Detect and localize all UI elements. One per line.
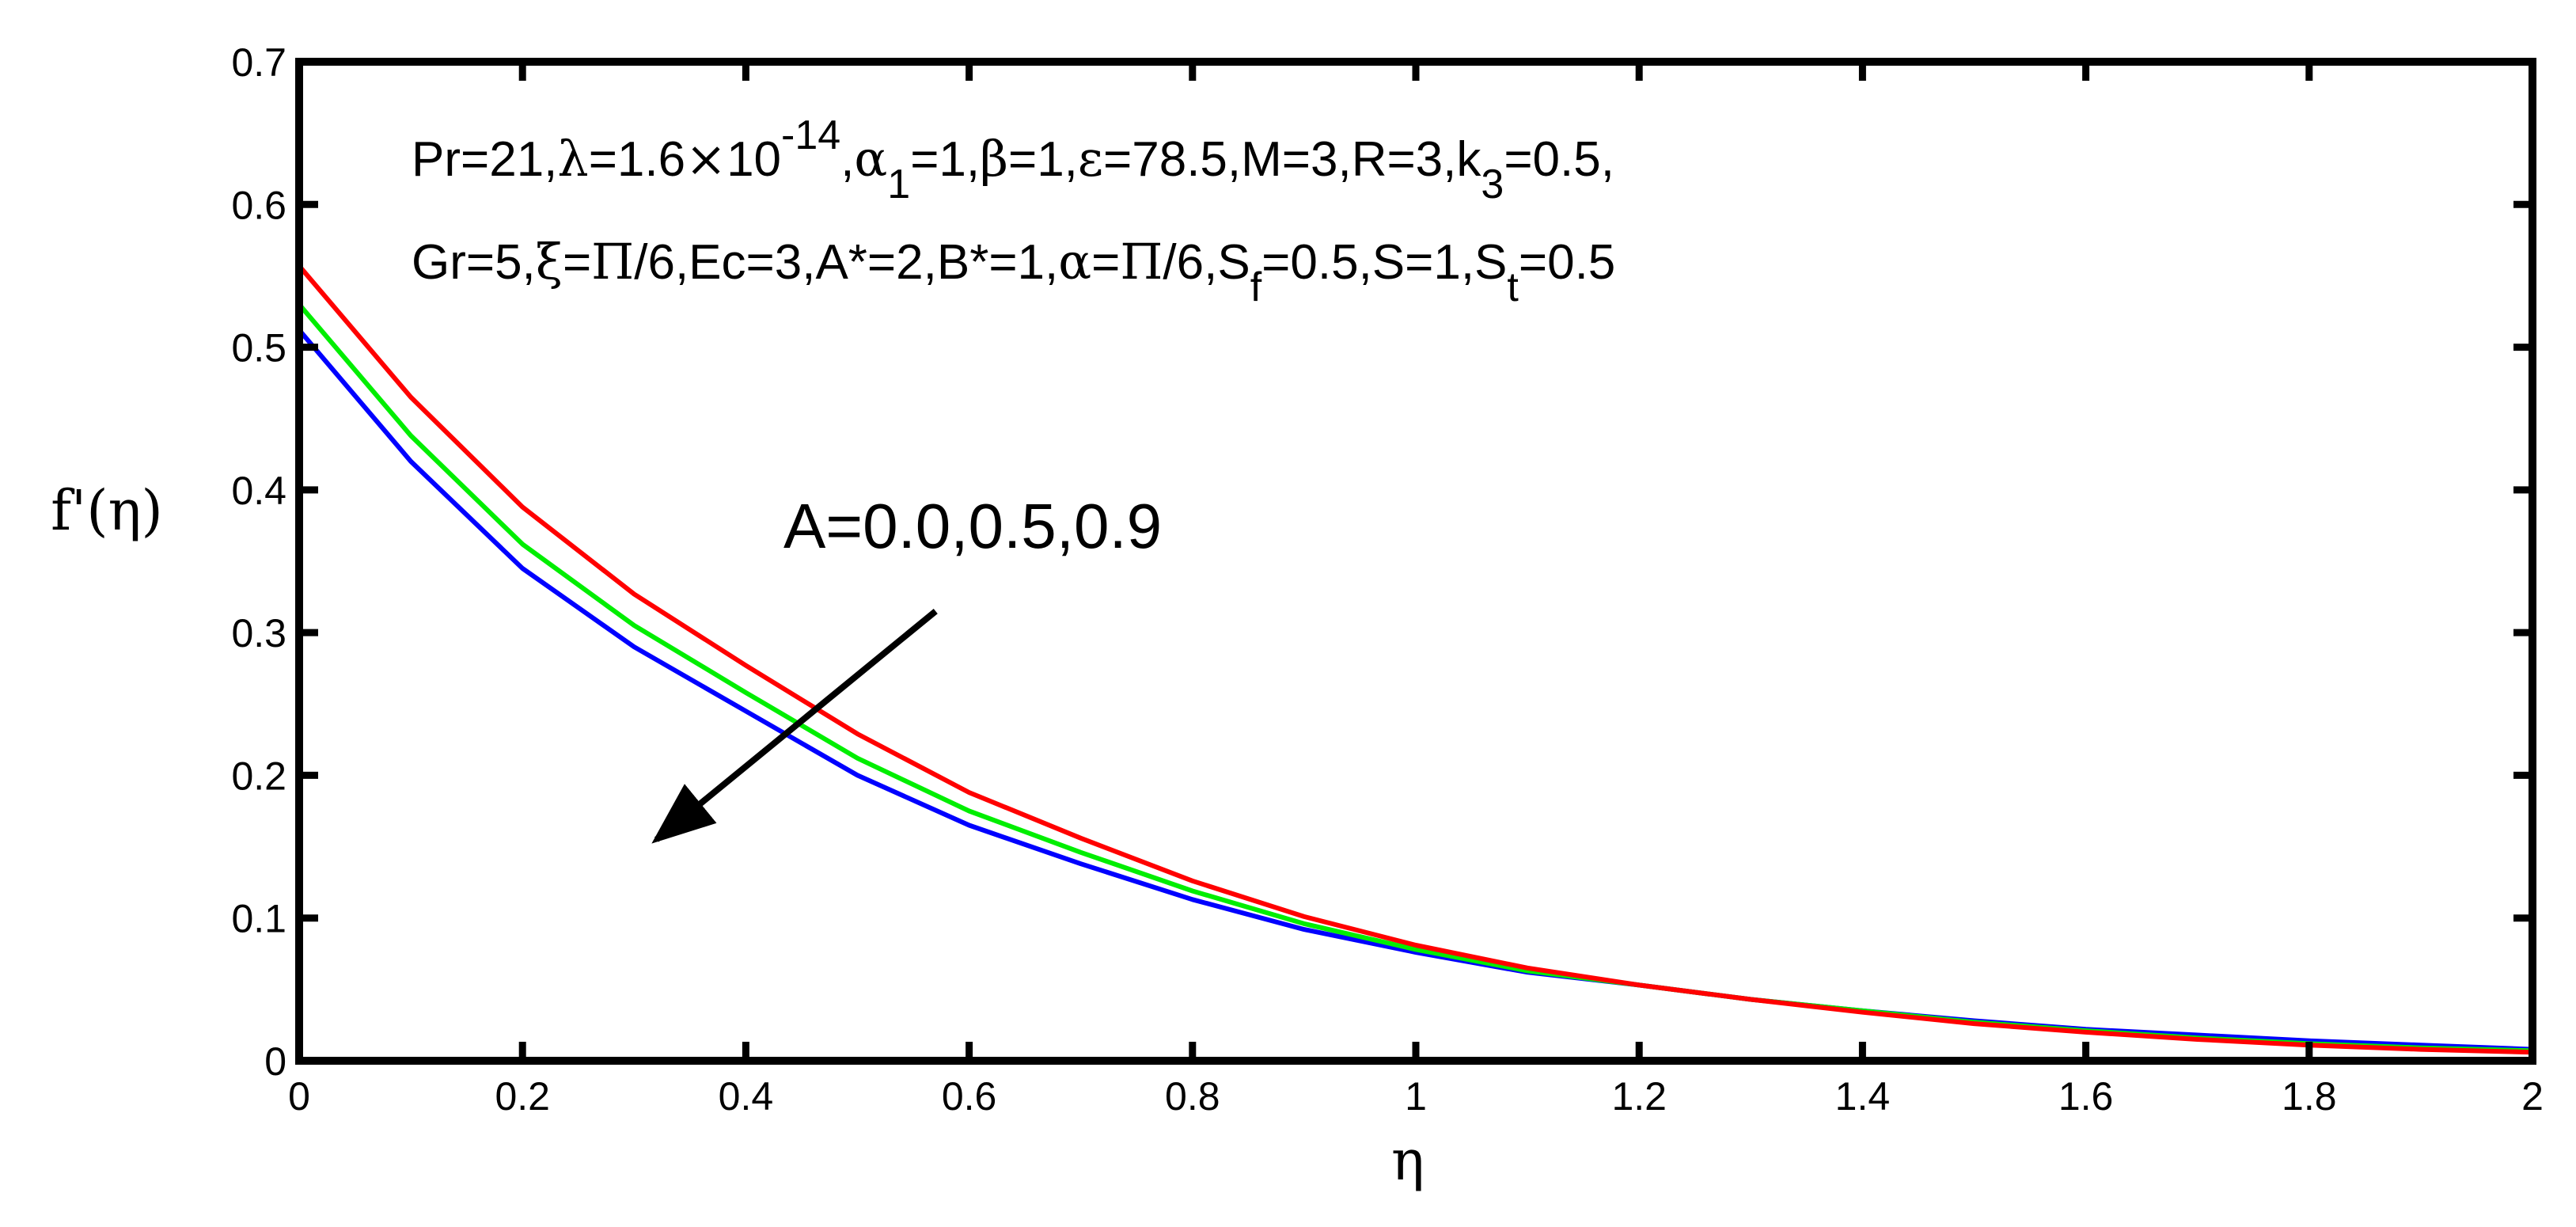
annotation-text: β (980, 130, 1008, 188)
y-tick-label: 0.2 (231, 754, 286, 798)
annotation-text: α (854, 130, 887, 188)
y-tick-label: 0.7 (231, 40, 286, 85)
annotation-text: , (840, 132, 854, 187)
axis-ticks (295, 58, 2536, 1065)
superscript: -14 (781, 112, 840, 158)
annotation-text: =0.5,S=1,S (1261, 235, 1507, 290)
subscript: 3 (1481, 161, 1504, 207)
annotation-text: = (1091, 235, 1120, 290)
annotation-text: =1, (1008, 132, 1078, 187)
x-tick-label: 1.2 (1611, 1074, 1667, 1119)
annotation-text: =0.5, (1504, 132, 1614, 187)
annotation-text: /6,S (1163, 235, 1250, 290)
y-tick-label: 0 (264, 1039, 286, 1084)
series-line-3 (297, 264, 2533, 1055)
annotation-text: /6,Ec=3,A*=2,B*=1, (634, 235, 1058, 290)
x-tick-label: 2 (2521, 1074, 2544, 1119)
x-tick-label: 0.2 (495, 1074, 550, 1119)
series-lines (297, 264, 2533, 1055)
annotation-text: =1, (910, 132, 980, 187)
annotation-text: Pr=21, (412, 132, 557, 187)
annotation-text: Π (591, 233, 634, 291)
annotation-text: =1.6 (589, 132, 685, 187)
annotation-text: ξ (536, 233, 563, 291)
x-tick-label: 0 (288, 1074, 310, 1119)
x-axis-label: η (1391, 1128, 1425, 1193)
y-tick-label: 0.4 (231, 469, 286, 513)
y-tick-label: 0.5 (231, 326, 286, 370)
annotation-text: × (685, 130, 727, 188)
parameter-line-2: Gr=5,ξ=Π/6,Ec=3,A*=2,B*=1,α=Π/6,Sf=0.5,S… (412, 233, 1615, 310)
x-tick-label: 0.4 (719, 1074, 774, 1119)
annotation-text: λ (557, 130, 588, 188)
x-tick-label: 1.6 (2058, 1074, 2114, 1119)
parameter-annotation: Pr=21,λ=1.6×10-14,α1=1,β=1,ε=78.5,M=3,R=… (412, 112, 1615, 310)
plot-frame (295, 58, 2536, 1065)
arrow-label: A=0.0,0.5,0.9 (783, 491, 1162, 561)
annotation-text: α (1058, 233, 1091, 291)
annotation-text: Gr=5, (412, 235, 536, 290)
annotation-text: = (563, 235, 591, 290)
annotation-text: 10 (727, 132, 781, 187)
series-line-1 (297, 328, 2533, 1052)
y-axis-label: f'(η) (51, 478, 163, 543)
annotation-text: =0.5 (1519, 235, 1615, 290)
tick-labels: 0 0.2 0.4 0.6 0.8 1 1.2 1.4 1.6 1.8 2 0 0.1 0.2 0.3 0.4… (231, 40, 2543, 1119)
subscript: f (1250, 264, 1262, 310)
y-tick-label: 0.1 (231, 897, 286, 941)
subscript: 1 (887, 161, 910, 207)
x-tick-label: 0.6 (942, 1074, 997, 1119)
trend-arrow (651, 609, 938, 844)
x-tick-label: 0.8 (1165, 1074, 1220, 1119)
series-line-2 (297, 302, 2533, 1054)
x-tick-label: 1 (1405, 1074, 1427, 1119)
annotation-text: ε (1078, 130, 1103, 188)
x-tick-label: 1.4 (1835, 1074, 1891, 1119)
x-tick-label: 1.8 (2282, 1074, 2337, 1119)
annotation-text: =78.5,M=3,R=3,k (1103, 132, 1481, 187)
subscript: t (1507, 264, 1519, 310)
annotation-text: Π (1120, 233, 1163, 291)
y-tick-label: 0.3 (231, 611, 286, 655)
y-tick-label: 0.6 (231, 183, 286, 227)
parameter-line-1: Pr=21,λ=1.6×10-14,α1=1,β=1,ε=78.5,M=3,R=… (412, 112, 1614, 207)
